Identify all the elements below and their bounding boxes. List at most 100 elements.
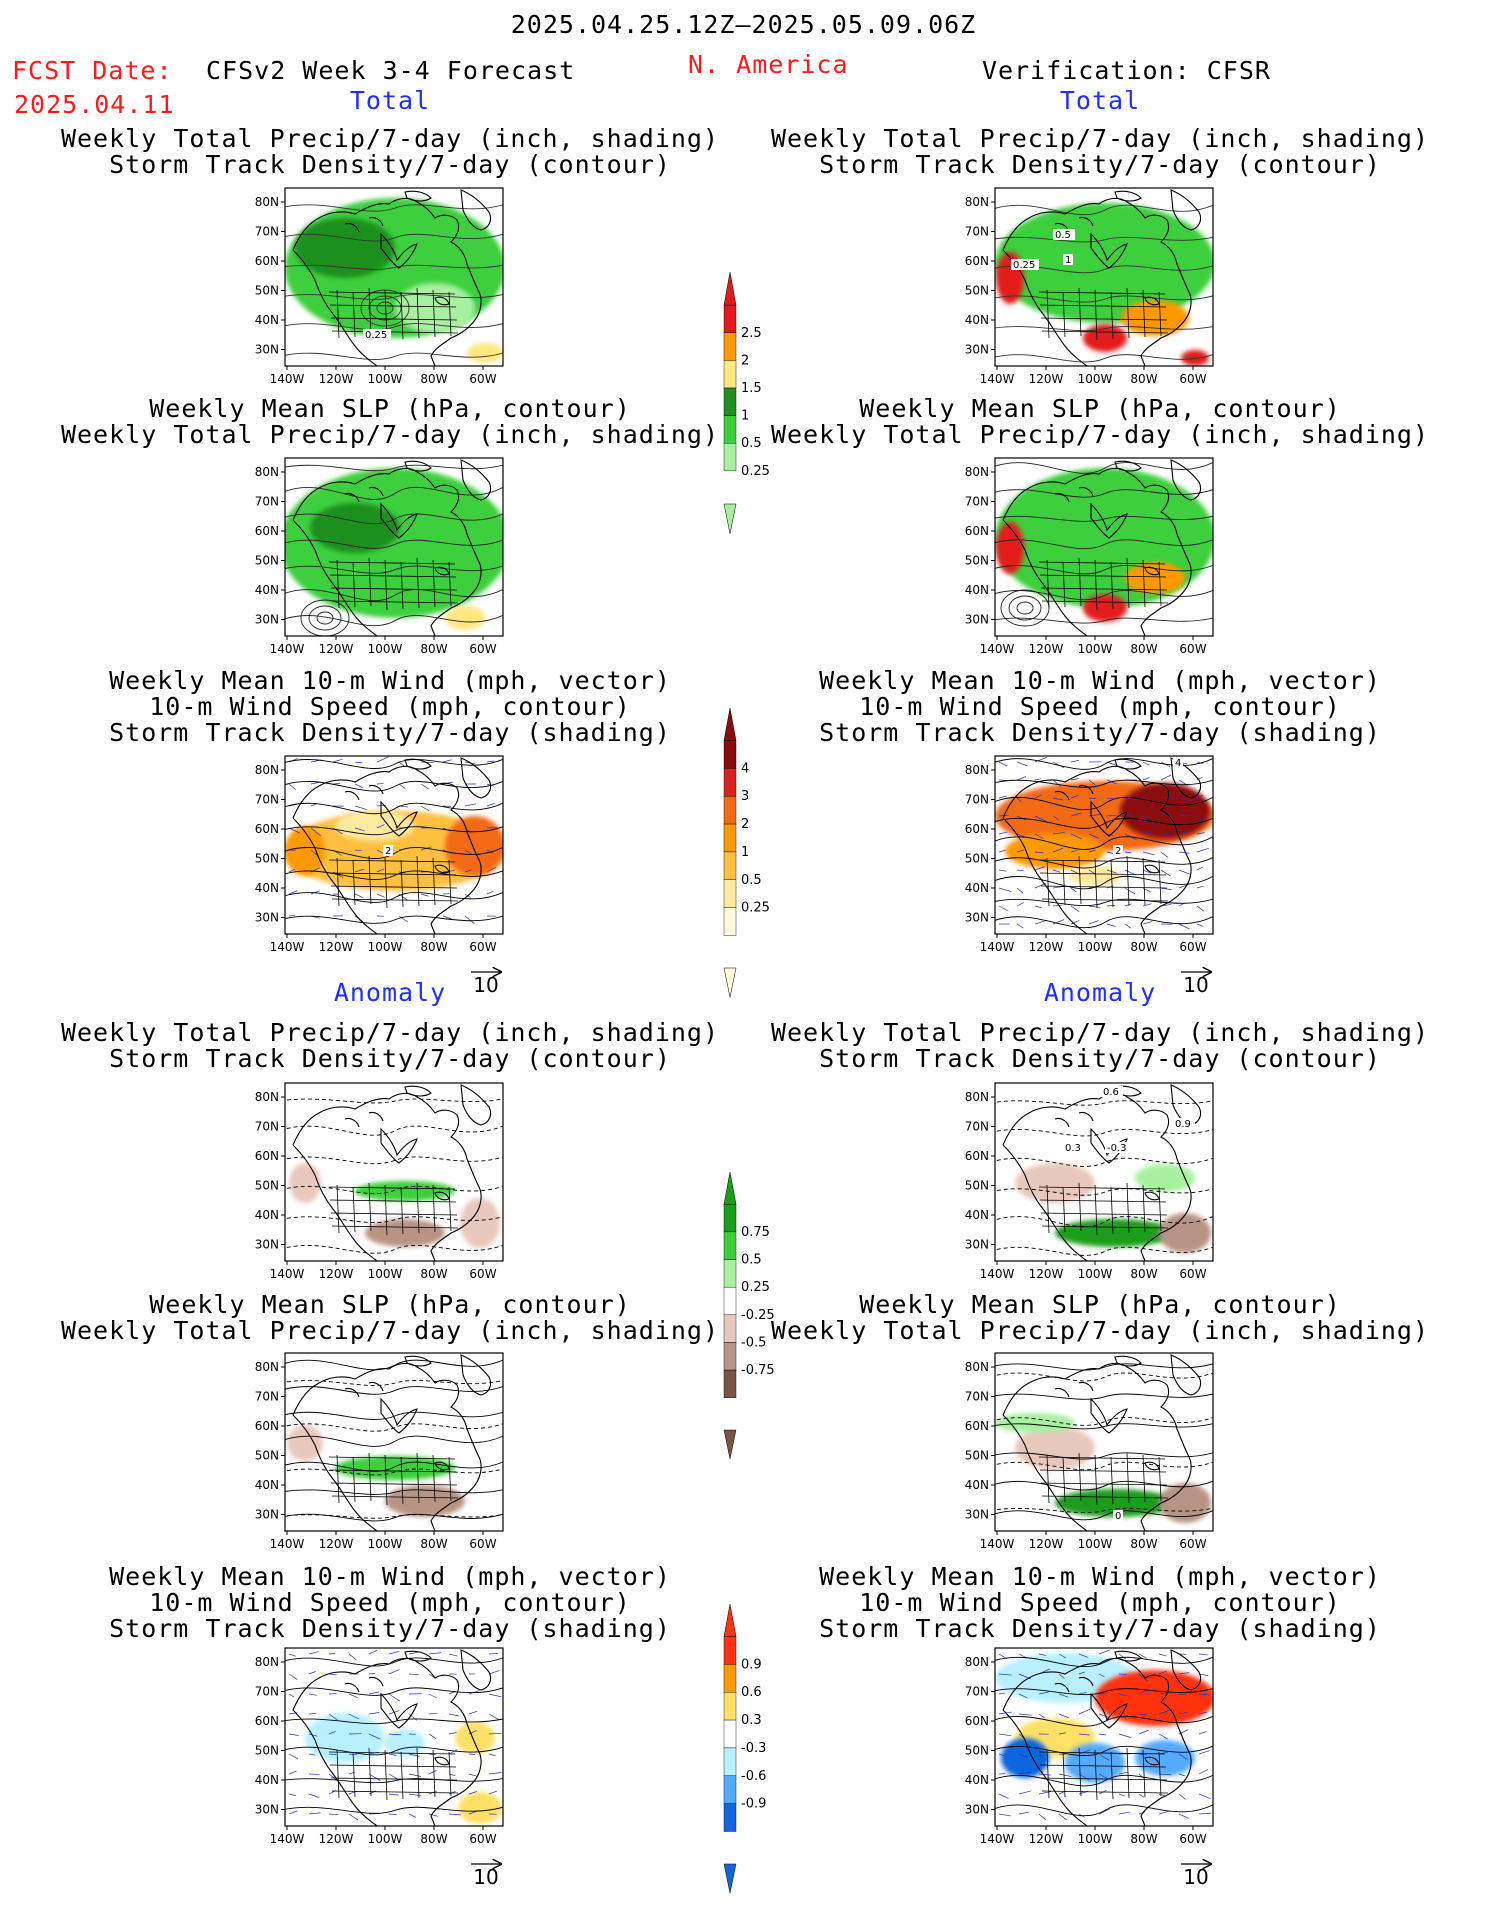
wind-vector	[486, 890, 494, 895]
lon-label: 100W	[368, 372, 403, 386]
title-line: 10-m Wind Speed (mph, contour)	[859, 1588, 1341, 1617]
wind-vector	[1178, 1793, 1186, 1800]
wind-vector	[468, 1710, 478, 1715]
wind-vector	[1016, 887, 1024, 894]
wind-vector	[1058, 1673, 1065, 1679]
wind-vector	[468, 1773, 478, 1777]
contour-loop	[308, 605, 342, 631]
contour-line	[995, 1656, 1213, 1667]
colorbar-label: 0.9	[741, 1657, 762, 1672]
wind-vector	[1142, 921, 1153, 925]
lon-label: 120W	[1029, 940, 1064, 954]
lon-label: 100W	[368, 1267, 403, 1281]
contour-line	[285, 891, 503, 903]
title-line: Weekly Mean 10-m Wind (mph, vector)	[109, 1562, 671, 1591]
wind-vector	[1118, 1693, 1126, 1697]
title-line: 10-m Wind Speed (mph, contour)	[149, 1588, 631, 1617]
shade-region	[1083, 324, 1127, 352]
contour-line	[285, 513, 503, 524]
coastline	[1002, 189, 1202, 366]
wind-vector	[1078, 1749, 1091, 1755]
wind-vector	[486, 803, 495, 807]
wind-vector	[328, 1653, 336, 1655]
coastline	[292, 1649, 492, 1826]
contour-line	[995, 1510, 1213, 1521]
colorbar-swatch	[723, 1259, 737, 1288]
wind-vector	[1178, 869, 1192, 875]
colorbar-swatch	[723, 387, 737, 416]
shade-region	[355, 1181, 455, 1201]
lat-label: 80N	[965, 1090, 989, 1104]
valid-period: 2025.04.25.12Z–2025.05.09.06Z	[510, 10, 977, 39]
shade-region	[1135, 1164, 1195, 1192]
contour-line	[285, 264, 503, 270]
wind-vector	[310, 849, 319, 857]
contour-line	[995, 1393, 1213, 1400]
wind-vector	[428, 1813, 438, 1817]
wind-vector	[1142, 830, 1152, 835]
fcst-date-label: FCST Date:	[12, 56, 173, 85]
wind-vector	[376, 756, 389, 763]
wind-vector	[1052, 847, 1064, 853]
wind-vector	[442, 915, 452, 920]
lon-label: 140W	[270, 372, 305, 386]
lon-label: 100W	[1078, 1537, 1113, 1551]
wind-vector	[354, 783, 363, 788]
wind-vector	[388, 1733, 402, 1736]
lon-label: 120W	[319, 940, 354, 954]
colorbar-label: 0.25	[741, 464, 770, 479]
lat-label: 70N	[965, 793, 989, 807]
wind-vector	[376, 868, 385, 873]
coastline	[1002, 459, 1202, 636]
forecast-name: CFSv2 Week 3-4 Forecast	[206, 56, 576, 85]
title-ver-total-precip: Weekly Total Precip/7-day (inch, shading…	[740, 126, 1460, 178]
lon-label: 100W	[368, 940, 403, 954]
lon-label: 140W	[980, 642, 1015, 656]
wind-vector	[998, 795, 1007, 799]
wind-vector	[1016, 902, 1024, 907]
colorbar-label: 1	[741, 409, 749, 424]
contour-label: 4	[1175, 758, 1181, 769]
wind-vector	[1070, 778, 1079, 781]
state-borders	[328, 1747, 459, 1801]
lat-label: 70N	[255, 1120, 279, 1134]
region-label: N. America	[688, 50, 849, 79]
colorbar-swatch	[723, 768, 737, 797]
colorbar-swatch	[723, 1775, 737, 1804]
contour-line	[995, 1480, 1213, 1491]
wind-vector	[464, 803, 477, 807]
lat-label: 70N	[965, 1685, 989, 1699]
coastline	[292, 189, 492, 366]
wind-vector	[1106, 815, 1116, 817]
wind-vector	[1160, 851, 1169, 858]
contour-loop	[300, 599, 350, 636]
lon-label: 120W	[1029, 642, 1064, 656]
coastline	[1002, 1649, 1202, 1826]
lat-label: 50N	[965, 284, 989, 298]
wind-vector	[288, 890, 298, 895]
shade-region	[1121, 300, 1189, 336]
vector-reference-label: 10	[1183, 973, 1208, 997]
contour-label-bg	[1011, 259, 1039, 270]
coastline	[292, 1354, 492, 1531]
map-content	[995, 459, 1213, 636]
colorbar-label: -0.6	[741, 1769, 766, 1784]
wind-vector	[398, 915, 408, 923]
wind-vector	[288, 1770, 297, 1775]
wind-vector	[348, 1653, 357, 1661]
contour-line	[995, 796, 1213, 811]
state-borders	[1038, 855, 1169, 909]
title-line: Weekly Mean 10-m Wind (mph, vector)	[819, 1562, 1381, 1591]
map-content: 0.25	[285, 189, 503, 366]
wind-vector	[1088, 849, 1096, 853]
lon-label: 80W	[1130, 1537, 1157, 1551]
wind-vector	[1052, 919, 1065, 925]
contour-line	[995, 1246, 1213, 1256]
lat-label: 60N	[255, 822, 279, 836]
contour-line	[995, 295, 1213, 303]
title-line: Weekly Mean SLP (hPa, contour)	[859, 394, 1341, 423]
shade-region	[365, 1219, 445, 1247]
contour-line	[995, 1461, 1213, 1471]
wind-vector	[488, 1790, 497, 1795]
